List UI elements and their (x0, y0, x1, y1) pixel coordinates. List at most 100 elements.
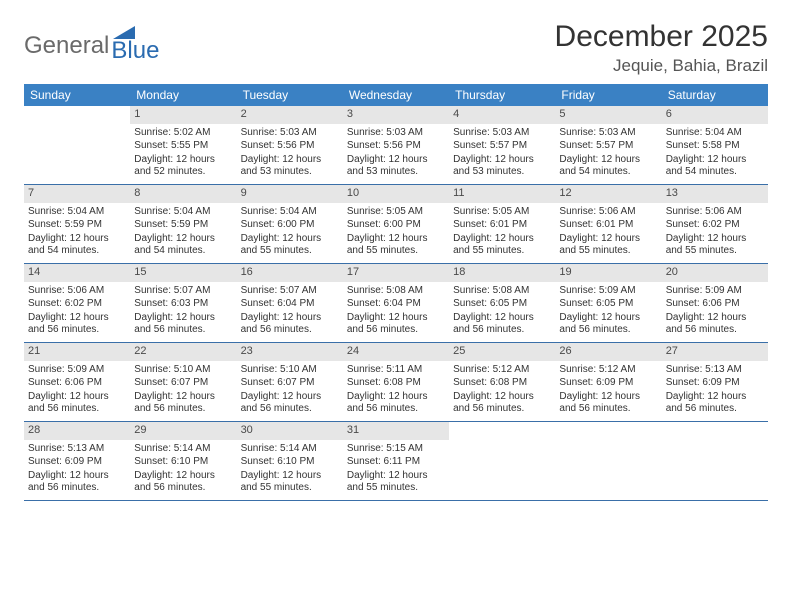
day-number: 23 (237, 343, 343, 361)
sunrise-text: Sunrise: 5:07 AM (134, 285, 232, 299)
day-number: 30 (237, 422, 343, 440)
calendar-cell: 28Sunrise: 5:13 AMSunset: 6:09 PMDayligh… (24, 422, 130, 500)
sunset-text: Sunset: 6:06 PM (666, 298, 764, 312)
day-number: 9 (237, 185, 343, 203)
sunrise-text: Sunrise: 5:09 AM (666, 285, 764, 299)
sunset-text: Sunset: 6:09 PM (666, 377, 764, 391)
calendar-cell: 27Sunrise: 5:13 AMSunset: 6:09 PMDayligh… (662, 343, 768, 421)
sunset-text: Sunset: 6:03 PM (134, 298, 232, 312)
day-number: 12 (555, 185, 661, 203)
calendar-cell (662, 422, 768, 500)
sunrise-text: Sunrise: 5:12 AM (559, 364, 657, 378)
calendar-cell: 8 Sunrise: 5:04 AMSunset: 5:59 PMDaylight… (130, 185, 236, 263)
calendar-cell: 12Sunrise: 5:06 AMSunset: 6:01 PMDayligh… (555, 185, 661, 263)
day-number: 25 (449, 343, 555, 361)
daylight-text: Daylight: 12 hours and 55 minutes. (666, 233, 764, 259)
day-number: 13 (662, 185, 768, 203)
weekday-header: Thursday (449, 84, 555, 106)
logo-word-general: General (24, 32, 109, 60)
day-number: 8 (130, 185, 236, 203)
daylight-text: Daylight: 12 hours and 54 minutes. (134, 233, 232, 259)
calendar-row: 7Sunrise: 5:04 AMSunset: 5:59 PMDaylight… (24, 185, 768, 264)
day-number: 20 (662, 264, 768, 282)
day-number: 5 (555, 106, 661, 124)
day-number: 27 (662, 343, 768, 361)
sunset-text: Sunset: 5:55 PM (134, 140, 232, 154)
calendar-cell: 4Sunrise: 5:03 AMSunset: 5:57 PMDaylight… (449, 106, 555, 184)
daylight-text: Daylight: 12 hours and 54 minutes. (28, 233, 126, 259)
sunset-text: Sunset: 6:07 PM (241, 377, 339, 391)
day-number: 4 (449, 106, 555, 124)
sunset-text: Sunset: 5:57 PM (453, 140, 551, 154)
sunset-text: Sunset: 6:08 PM (347, 377, 445, 391)
day-number: 1 (130, 106, 236, 124)
sunrise-text: Sunrise: 5:11 AM (347, 364, 445, 378)
daylight-text: Daylight: 12 hours and 56 minutes. (559, 391, 657, 417)
sunrise-text: Sunrise: 5:03 AM (559, 127, 657, 141)
calendar-cell: 6Sunrise: 5:04 AMSunset: 5:58 PMDaylight… (662, 106, 768, 184)
sunset-text: Sunset: 6:01 PM (559, 219, 657, 233)
day-number: 22 (130, 343, 236, 361)
sunset-text: Sunset: 6:04 PM (241, 298, 339, 312)
calendar-cell (24, 106, 130, 184)
daylight-text: Daylight: 12 hours and 56 minutes. (28, 312, 126, 338)
daylight-text: Daylight: 12 hours and 55 minutes. (559, 233, 657, 259)
calendar-cell (449, 422, 555, 500)
daylight-text: Daylight: 12 hours and 54 minutes. (559, 154, 657, 180)
weekday-header: Monday (130, 84, 236, 106)
calendar-cell: 29Sunrise: 5:14 AMSunset: 6:10 PMDayligh… (130, 422, 236, 500)
daylight-text: Daylight: 12 hours and 56 minutes. (347, 312, 445, 338)
day-number: 10 (343, 185, 449, 203)
calendar-cell: 10Sunrise: 5:05 AMSunset: 6:00 PMDayligh… (343, 185, 449, 263)
daylight-text: Daylight: 12 hours and 56 minutes. (134, 470, 232, 496)
calendar-cell: 23Sunrise: 5:10 AMSunset: 6:07 PMDayligh… (237, 343, 343, 421)
sunset-text: Sunset: 6:04 PM (347, 298, 445, 312)
sunrise-text: Sunrise: 5:09 AM (28, 364, 126, 378)
calendar-cell: 20Sunrise: 5:09 AMSunset: 6:06 PMDayligh… (662, 264, 768, 342)
calendar-cell: 3Sunrise: 5:03 AMSunset: 5:56 PMDaylight… (343, 106, 449, 184)
day-number: 21 (24, 343, 130, 361)
daylight-text: Daylight: 12 hours and 53 minutes. (241, 154, 339, 180)
daylight-text: Daylight: 12 hours and 55 minutes. (347, 470, 445, 496)
sunrise-text: Sunrise: 5:03 AM (241, 127, 339, 141)
sunset-text: Sunset: 6:00 PM (241, 219, 339, 233)
logo-blue-wrap: Blue (111, 26, 159, 65)
calendar-cell: 5Sunrise: 5:03 AMSunset: 5:57 PMDaylight… (555, 106, 661, 184)
logo-word-blue: Blue (111, 37, 159, 65)
calendar-cell: 25Sunrise: 5:12 AMSunset: 6:08 PMDayligh… (449, 343, 555, 421)
sunrise-text: Sunrise: 5:08 AM (453, 285, 551, 299)
sunrise-text: Sunrise: 5:04 AM (666, 127, 764, 141)
calendar-cell: 14Sunrise: 5:06 AMSunset: 6:02 PMDayligh… (24, 264, 130, 342)
calendar-cell: 31Sunrise: 5:15 AMSunset: 6:11 PMDayligh… (343, 422, 449, 500)
sunset-text: Sunset: 6:09 PM (28, 456, 126, 470)
daylight-text: Daylight: 12 hours and 52 minutes. (134, 154, 232, 180)
sunrise-text: Sunrise: 5:08 AM (347, 285, 445, 299)
sunset-text: Sunset: 6:05 PM (453, 298, 551, 312)
sunrise-text: Sunrise: 5:04 AM (134, 206, 232, 220)
sunset-text: Sunset: 6:02 PM (666, 219, 764, 233)
sunrise-text: Sunrise: 5:12 AM (453, 364, 551, 378)
sunset-text: Sunset: 6:01 PM (453, 219, 551, 233)
sunrise-text: Sunrise: 5:14 AM (241, 443, 339, 457)
day-number: 7 (24, 185, 130, 203)
calendar-cell: 16Sunrise: 5:07 AMSunset: 6:04 PMDayligh… (237, 264, 343, 342)
sunset-text: Sunset: 5:58 PM (666, 140, 764, 154)
day-number: 15 (130, 264, 236, 282)
daylight-text: Daylight: 12 hours and 56 minutes. (453, 391, 551, 417)
sunset-text: Sunset: 6:00 PM (347, 219, 445, 233)
daylight-text: Daylight: 12 hours and 56 minutes. (559, 312, 657, 338)
daylight-text: Daylight: 12 hours and 56 minutes. (28, 470, 126, 496)
header: General Blue December 2025 Jequie, Bahia… (24, 20, 768, 76)
calendar-cell: 17Sunrise: 5:08 AMSunset: 6:04 PMDayligh… (343, 264, 449, 342)
sunset-text: Sunset: 6:07 PM (134, 377, 232, 391)
calendar-page: General Blue December 2025 Jequie, Bahia… (0, 0, 792, 521)
calendar-cell: 11Sunrise: 5:05 AMSunset: 6:01 PMDayligh… (449, 185, 555, 263)
calendar-cell: 24Sunrise: 5:11 AMSunset: 6:08 PMDayligh… (343, 343, 449, 421)
calendar-row: 28Sunrise: 5:13 AMSunset: 6:09 PMDayligh… (24, 422, 768, 501)
daylight-text: Daylight: 12 hours and 54 minutes. (666, 154, 764, 180)
location: Jequie, Bahia, Brazil (555, 56, 768, 76)
calendar-cell: 9Sunrise: 5:04 AMSunset: 6:00 PMDaylight… (237, 185, 343, 263)
daylight-text: Daylight: 12 hours and 56 minutes. (28, 391, 126, 417)
sunset-text: Sunset: 5:59 PM (134, 219, 232, 233)
sunrise-text: Sunrise: 5:14 AM (134, 443, 232, 457)
